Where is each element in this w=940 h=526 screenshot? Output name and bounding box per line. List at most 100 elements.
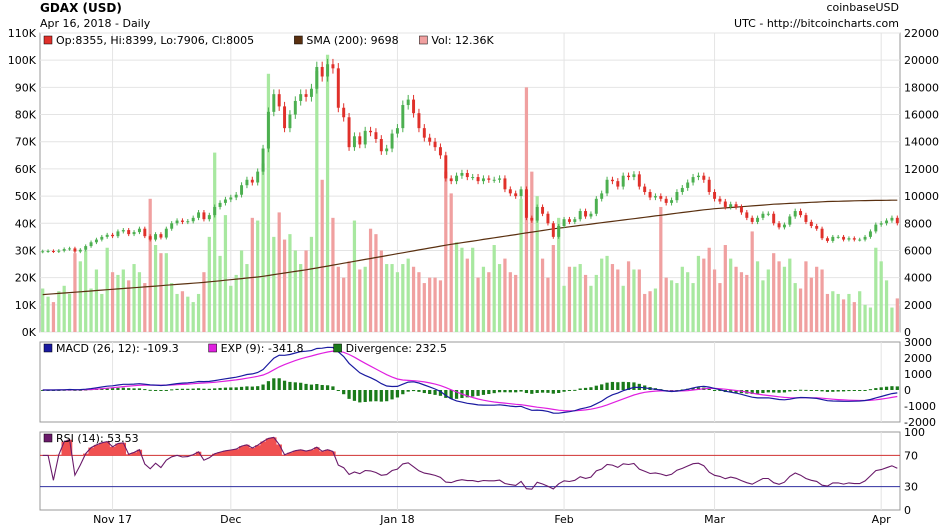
date-axis-tick: Apr [872,513,892,526]
candle-body [815,225,819,229]
volume-bar [481,266,486,332]
candle [369,126,373,137]
legend-swatch [419,35,428,45]
candle-body [100,236,104,240]
divergence-bar [557,390,561,393]
divergence-bar [540,390,545,393]
exp-signal-line [42,350,898,412]
divergence-bar [309,384,314,390]
candle [390,129,394,153]
candle-body [772,213,776,224]
candle [761,211,765,221]
divergence-bar [256,386,260,390]
volume-bar [116,274,120,332]
macd-line [42,346,898,414]
divergence-bar [798,389,803,391]
volume-bar [261,163,265,332]
divergence-bar [266,381,271,390]
volume-bar [170,283,174,332]
candle-body [530,217,534,221]
candle-body [471,177,475,179]
divergence-bar [41,390,45,391]
divergence-bar [578,388,582,390]
divergence-bar [691,387,695,390]
candle [815,223,819,231]
candle-body [885,220,889,224]
volume-bar [831,291,835,332]
candle-body [406,99,410,106]
candle [51,249,55,254]
candle [756,215,760,225]
candle [433,137,437,151]
candle [632,171,636,181]
candle-body [610,179,614,182]
volume-bar [793,283,797,332]
candle-body [127,230,131,235]
volume-bar [621,285,625,332]
rsi-axis-tick: 70 [904,449,918,462]
candle [734,201,738,210]
candle-body [277,94,281,107]
price-axis-tick: 6000 [904,244,932,257]
candle [363,126,367,149]
volume-bar [110,272,115,332]
candle [842,234,846,242]
candle-body [78,249,82,252]
macd-axis-tick: 0 [904,384,911,397]
divergence-bar [218,387,222,390]
volume-bar [648,291,652,332]
candle-body [524,189,528,218]
volume-bar [46,296,50,332]
divergence-bar [320,384,324,390]
divergence-bar [137,388,142,390]
divergence-bar [245,386,249,390]
rsi-axis-tick: 30 [904,481,918,494]
candle-body [842,236,846,240]
candle [541,204,545,217]
candle [309,83,313,102]
candle [530,215,534,223]
volume-bar [514,274,518,332]
candle [326,58,330,82]
candle [94,237,98,245]
divergence-bar [428,390,432,395]
candle-body [498,178,502,180]
candle-body [766,213,770,215]
candle-body [154,234,158,240]
candle [691,173,695,186]
candle-body [519,189,523,197]
date-axis-tick: Feb [554,513,573,526]
divergence-bar [610,381,615,390]
volume-bar [804,261,808,332]
volume-bar [884,280,889,332]
divergence-bar [895,386,899,390]
candle [234,191,238,201]
volume-bar [659,206,663,332]
candle-body [659,196,663,199]
divergence-bar [847,390,851,392]
candle [492,176,496,183]
candle-body [465,172,469,178]
candle [175,218,179,226]
volume-bar [739,272,744,332]
date-axis-tick: Jan 18 [379,513,414,526]
candle-body [825,238,829,241]
candle-body [170,223,174,229]
candle-body [266,111,270,149]
macd-axis-tick: 2000 [904,352,932,365]
volume-bar [680,266,684,332]
volume-bar [809,277,813,332]
candle [643,183,647,195]
volume-bar [772,253,776,332]
divergence-bar [282,380,287,390]
volume-bar [879,261,883,332]
candle [256,168,260,186]
divergence-bar [524,390,529,394]
macd-axis-tick: 3000 [904,336,932,349]
candle-body [508,189,512,194]
legend-label: MACD (26, 12): -109.3 [56,342,179,355]
volume-bar [718,283,722,332]
candle [331,58,335,74]
candle [116,229,120,239]
divergence-bar [331,386,335,390]
